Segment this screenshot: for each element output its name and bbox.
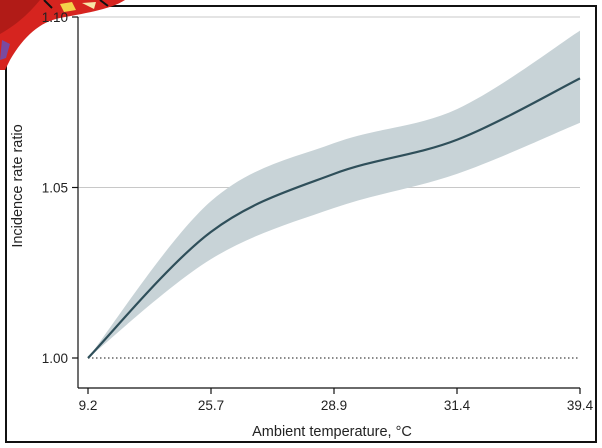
x-tick-label: 25.7 [198, 398, 224, 413]
x-tick-label: 9.2 [79, 398, 98, 413]
x-tick-label: 39.4 [567, 398, 594, 413]
series-line [87, 77, 581, 359]
decorative-corner-illustration [0, 0, 125, 70]
confidence-band [88, 30, 580, 358]
y-tick-label: 1.05 [42, 181, 68, 196]
x-tick-label: 31.4 [444, 398, 471, 413]
chart-frame [5, 5, 597, 443]
x-tick-label: 28.9 [321, 398, 347, 413]
y-axis-label: Incidence rate ratio [10, 124, 26, 247]
x-axis-label: Ambient temperature, °C [252, 424, 412, 440]
y-tick-label: 1.10 [42, 10, 68, 25]
y-tick-label: 1.00 [42, 351, 68, 366]
